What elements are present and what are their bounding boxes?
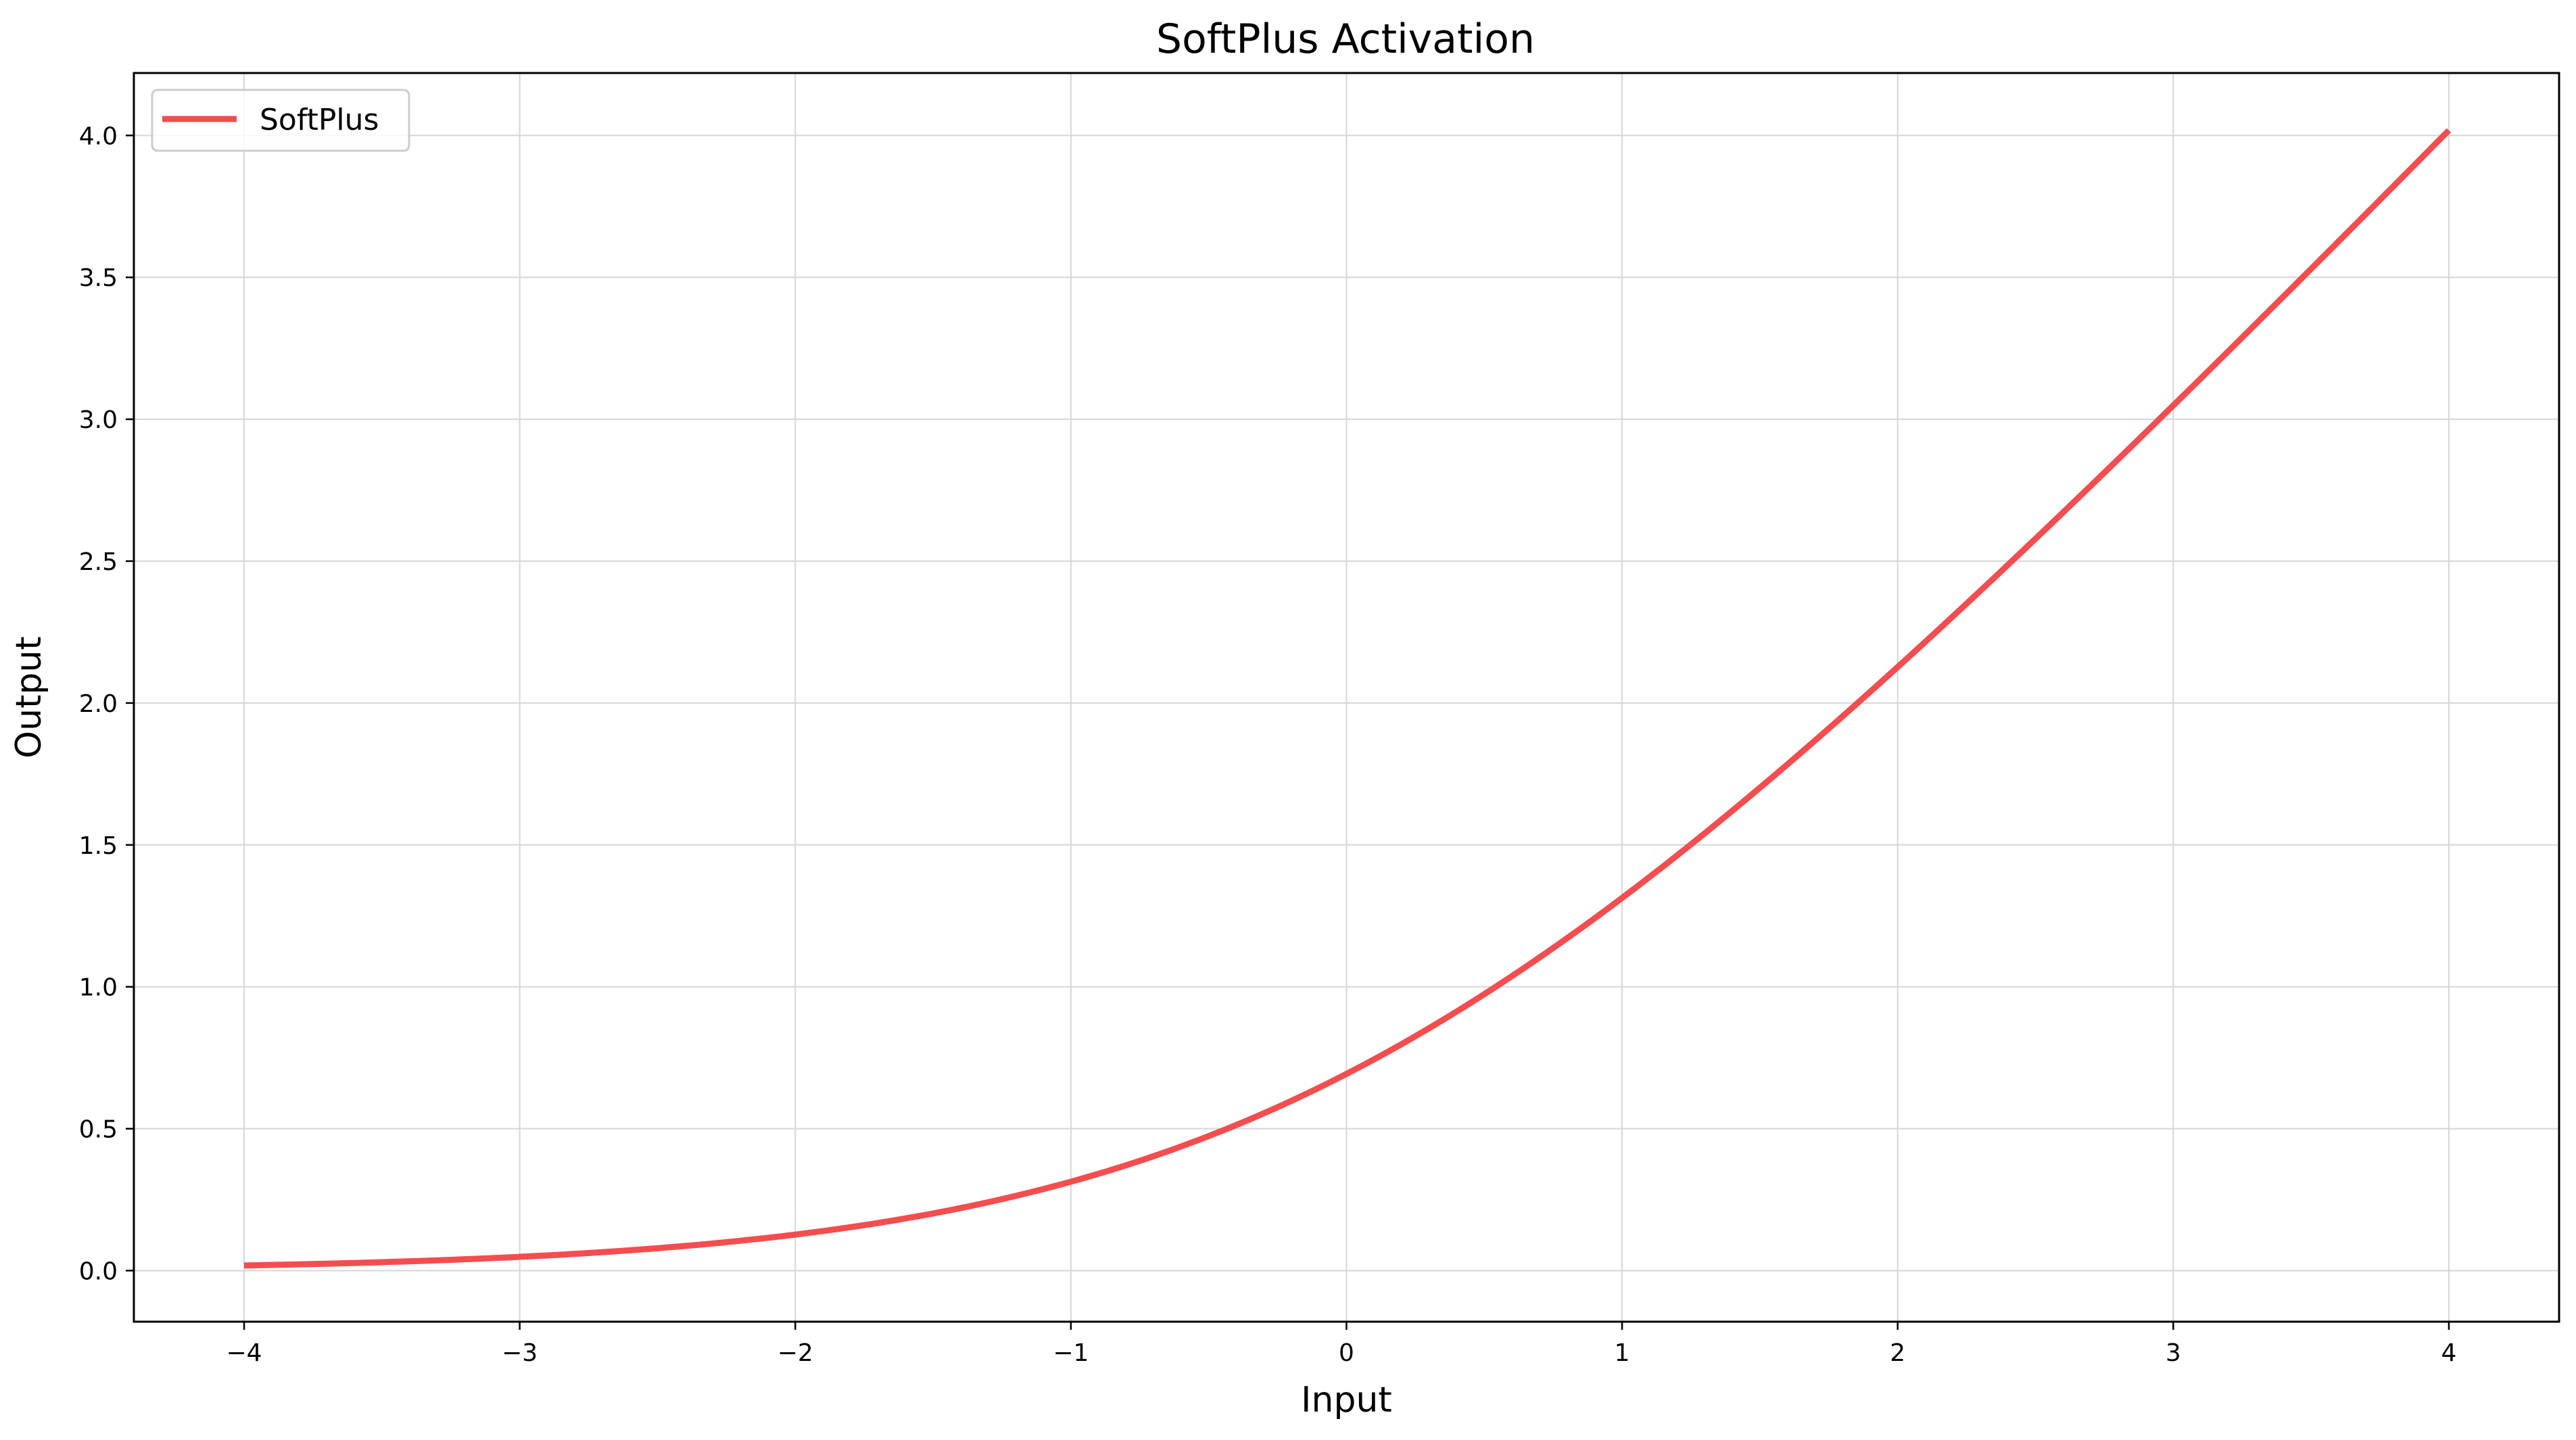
y-tick-label: 3.0 — [79, 406, 118, 434]
x-tick-label: −4 — [226, 1339, 262, 1367]
grid — [134, 73, 2559, 1322]
series-layer — [243, 128, 2452, 1269]
y-axis-label: Output — [9, 636, 49, 759]
legend-label-softplus: SoftPlus — [260, 103, 379, 137]
legend: SoftPlus — [151, 89, 410, 152]
y-tick-label: 1.5 — [79, 832, 118, 860]
legend-box — [151, 89, 410, 152]
x-tick-label: 1 — [1615, 1339, 1630, 1367]
y-tick-label: 1.0 — [79, 974, 118, 1002]
y-tick-label: 0.5 — [79, 1116, 118, 1144]
x-axis-ticks: −4 −3 −2 −1 0 1 2 3 4 — [226, 1322, 2457, 1367]
x-tick-label: 3 — [2166, 1339, 2181, 1367]
y-tick-label: 0.0 — [79, 1257, 118, 1285]
chart-title: SoftPlus Activation — [1156, 16, 1535, 63]
y-tick-label: 2.5 — [79, 548, 118, 576]
y-tick-label: 3.5 — [79, 264, 118, 292]
x-axis-label: Input — [1301, 1380, 1392, 1420]
series-line-softplus — [243, 128, 2452, 1269]
y-tick-label: 2.0 — [79, 690, 118, 718]
x-tick-label: −2 — [778, 1339, 813, 1367]
y-axis-ticks: 0.0 0.5 1.0 1.5 2.0 2.5 3.0 3.5 4.0 — [79, 122, 134, 1285]
x-tick-label: 0 — [1339, 1339, 1354, 1367]
x-tick-label: 4 — [2441, 1339, 2457, 1367]
x-tick-label: 2 — [1890, 1339, 1905, 1367]
x-tick-label: −1 — [1053, 1339, 1089, 1367]
y-tick-label: 4.0 — [79, 122, 118, 150]
x-tick-label: −3 — [502, 1339, 538, 1367]
